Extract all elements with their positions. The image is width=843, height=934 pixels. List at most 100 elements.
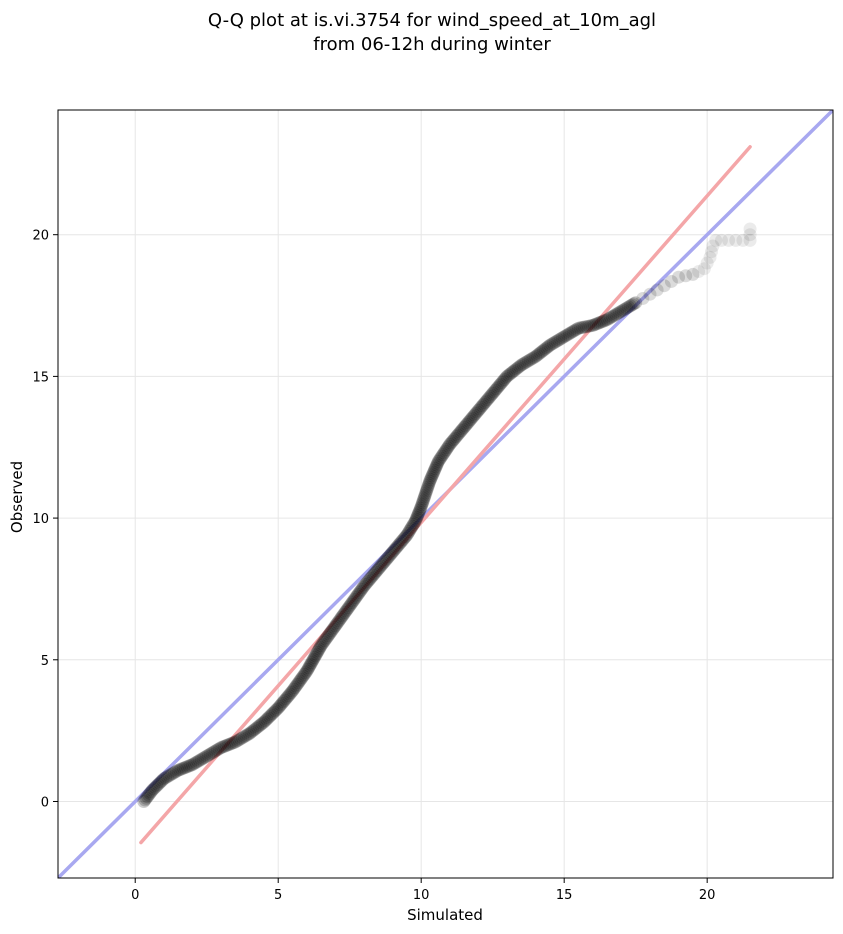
data-point xyxy=(421,480,435,494)
data-point xyxy=(418,488,432,502)
data-point xyxy=(399,530,413,544)
data-point xyxy=(379,553,393,567)
data-point xyxy=(416,494,430,508)
data-point xyxy=(216,740,230,754)
data-point xyxy=(582,319,596,333)
data-point xyxy=(274,698,288,712)
data-point xyxy=(383,548,397,562)
data-point xyxy=(480,393,494,407)
data-point xyxy=(352,586,366,600)
data-point xyxy=(313,640,327,654)
data-point xyxy=(563,327,577,341)
data-point xyxy=(454,423,468,437)
data-point xyxy=(490,382,504,396)
data-point xyxy=(584,319,598,333)
data-point xyxy=(322,627,336,641)
data-point xyxy=(205,746,219,760)
data-point xyxy=(478,396,492,410)
data-point xyxy=(443,437,457,451)
data-point xyxy=(243,726,257,740)
data-point xyxy=(457,420,471,434)
data-point xyxy=(413,502,427,516)
data-point xyxy=(237,730,251,744)
data-point xyxy=(137,794,151,808)
data-point xyxy=(239,729,253,743)
data-point xyxy=(252,719,266,733)
data-point xyxy=(185,758,199,772)
data-point xyxy=(396,533,410,547)
data-point xyxy=(305,656,319,670)
data-point xyxy=(415,498,429,512)
data-point xyxy=(420,482,434,496)
data-point xyxy=(318,634,332,648)
data-point xyxy=(373,561,387,575)
data-point xyxy=(319,632,333,646)
data-point xyxy=(408,514,422,528)
data-point xyxy=(566,324,580,338)
data-point xyxy=(452,427,466,441)
data-point xyxy=(570,322,584,336)
data-point xyxy=(453,425,467,439)
data-point xyxy=(543,338,557,352)
data-point xyxy=(513,359,527,373)
data-point xyxy=(589,317,603,331)
data-point xyxy=(376,556,390,570)
grid-lines xyxy=(58,110,833,878)
data-point xyxy=(486,386,500,400)
data-point xyxy=(157,772,171,786)
data-point xyxy=(387,544,401,558)
data-point xyxy=(363,571,377,585)
data-point xyxy=(414,500,428,514)
data-point xyxy=(722,233,736,247)
data-point xyxy=(520,355,534,369)
data-point xyxy=(299,666,313,680)
data-point xyxy=(406,517,420,531)
data-point xyxy=(249,721,263,735)
data-point xyxy=(516,357,530,371)
x-axis-ticks: 0 5 10 15 20 xyxy=(131,878,715,903)
data-point xyxy=(447,433,461,447)
data-point xyxy=(557,330,571,344)
data-point xyxy=(311,644,325,658)
data-point xyxy=(548,335,562,349)
data-point xyxy=(194,752,208,766)
data-point xyxy=(203,747,217,761)
data-point xyxy=(347,592,361,606)
data-point xyxy=(400,528,414,542)
data-point xyxy=(380,551,394,565)
data-point xyxy=(437,446,451,460)
data-point xyxy=(324,625,338,639)
data-point xyxy=(207,745,221,759)
data-point xyxy=(392,537,406,551)
data-point xyxy=(367,567,381,581)
data-point xyxy=(578,320,592,334)
data-point xyxy=(334,611,348,625)
data-point xyxy=(267,705,281,719)
data-point xyxy=(426,467,440,481)
data-point xyxy=(351,587,365,601)
data-point xyxy=(541,339,555,353)
data-point xyxy=(314,639,328,653)
data-point xyxy=(706,239,720,253)
data-point xyxy=(506,364,520,378)
data-point xyxy=(401,526,415,540)
data-point xyxy=(736,233,750,247)
data-point xyxy=(350,589,364,603)
data-point xyxy=(449,430,463,444)
data-point xyxy=(176,761,190,775)
data-point xyxy=(378,554,392,568)
data-point xyxy=(405,519,419,533)
data-point xyxy=(555,331,569,345)
data-point xyxy=(139,791,153,805)
data-point xyxy=(268,704,282,718)
data-point xyxy=(358,578,372,592)
data-point xyxy=(328,619,342,633)
data-point xyxy=(369,565,383,579)
data-point xyxy=(527,351,541,365)
data-point xyxy=(546,336,560,350)
data-point xyxy=(559,329,573,343)
data-point xyxy=(470,405,484,419)
data-point xyxy=(523,353,537,367)
data-point xyxy=(627,297,641,311)
data-point xyxy=(261,711,275,725)
